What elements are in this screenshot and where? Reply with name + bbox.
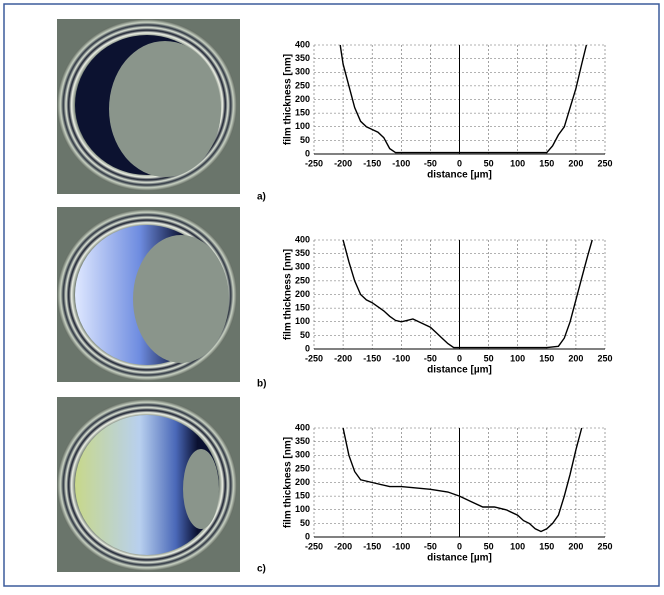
y-tick-label: 250: [295, 80, 310, 90]
x-tick-label: -250: [305, 158, 323, 168]
y-tick-label: 0: [305, 343, 310, 353]
x-tick-label: -50: [424, 158, 437, 168]
y-axis-label: film thickness [nm]: [283, 249, 294, 340]
y-tick-label: 400: [295, 39, 310, 49]
x-tick-label: 200: [568, 353, 583, 363]
x-tick-label: -150: [363, 541, 381, 551]
x-tick-label: -100: [392, 541, 410, 551]
x-tick-label: 100: [510, 158, 525, 168]
y-tick-label: 400: [295, 234, 310, 244]
y-tick-label: 300: [295, 67, 310, 77]
y-tick-label: 0: [305, 148, 310, 158]
y-tick-label: 350: [295, 248, 310, 258]
x-tick-label: -200: [334, 541, 352, 551]
y-tick-label: 100: [295, 316, 310, 326]
y-tick-label: 300: [295, 450, 310, 460]
y-tick-label: 200: [295, 94, 310, 104]
x-tick-label: -50: [424, 353, 437, 363]
x-tick-label: 150: [539, 541, 554, 551]
x-tick-label: -200: [334, 158, 352, 168]
x-tick-label: 250: [597, 353, 612, 363]
image-a: [57, 19, 240, 194]
x-tick-label: -50: [424, 541, 437, 551]
data-line: [342, 239, 593, 349]
x-tick-label: 0: [457, 353, 462, 363]
image-b: [57, 207, 240, 382]
y-tick-label: 350: [295, 436, 310, 446]
x-axis-label: distance [µm]: [427, 365, 492, 376]
y-tick-label: 300: [295, 262, 310, 272]
x-axis-label: distance [µm]: [427, 170, 492, 181]
x-tick-label: 50: [484, 158, 494, 168]
y-tick-label: 250: [295, 275, 310, 285]
x-tick-label: 50: [484, 541, 494, 551]
x-tick-label: -100: [392, 158, 410, 168]
data-line: [342, 427, 583, 533]
x-tick-label: -100: [392, 353, 410, 363]
x-tick-label: 0: [457, 541, 462, 551]
x-tick-label: -250: [305, 353, 323, 363]
x-tick-label: -200: [334, 353, 352, 363]
y-tick-label: 200: [295, 289, 310, 299]
y-axis-label: film thickness [nm]: [283, 437, 294, 528]
y-tick-label: 50: [300, 135, 310, 145]
y-tick-label: 50: [300, 330, 310, 340]
x-tick-label: 200: [568, 541, 583, 551]
y-axis-label: film thickness [nm]: [283, 54, 294, 145]
x-tick-label: 250: [597, 158, 612, 168]
y-tick-label: 150: [295, 491, 310, 501]
x-tick-label: 50: [484, 353, 494, 363]
x-tick-label: 100: [510, 353, 525, 363]
frame: [3, 3, 660, 587]
panel-label: c): [257, 564, 266, 575]
y-tick-label: 400: [295, 422, 310, 432]
panel-label: b): [257, 379, 266, 390]
x-tick-label: -250: [305, 541, 323, 551]
panel-label: a): [257, 192, 266, 203]
y-tick-label: 150: [295, 303, 310, 313]
x-tick-label: 150: [539, 353, 554, 363]
y-tick-label: 350: [295, 53, 310, 63]
y-tick-label: 250: [295, 463, 310, 473]
image-c: [57, 397, 240, 572]
y-tick-label: 0: [305, 531, 310, 541]
x-tick-label: 100: [510, 541, 525, 551]
x-axis-label: distance [µm]: [427, 553, 492, 564]
x-tick-label: -150: [363, 353, 381, 363]
y-tick-label: 50: [300, 518, 310, 528]
y-tick-label: 100: [295, 504, 310, 514]
x-tick-label: 200: [568, 158, 583, 168]
x-tick-label: 250: [597, 541, 612, 551]
x-tick-label: -150: [363, 158, 381, 168]
x-tick-label: 150: [539, 158, 554, 168]
data-line: [339, 44, 588, 154]
y-tick-label: 100: [295, 121, 310, 131]
y-tick-label: 150: [295, 108, 310, 118]
y-tick-label: 200: [295, 477, 310, 487]
x-tick-label: 0: [457, 158, 462, 168]
